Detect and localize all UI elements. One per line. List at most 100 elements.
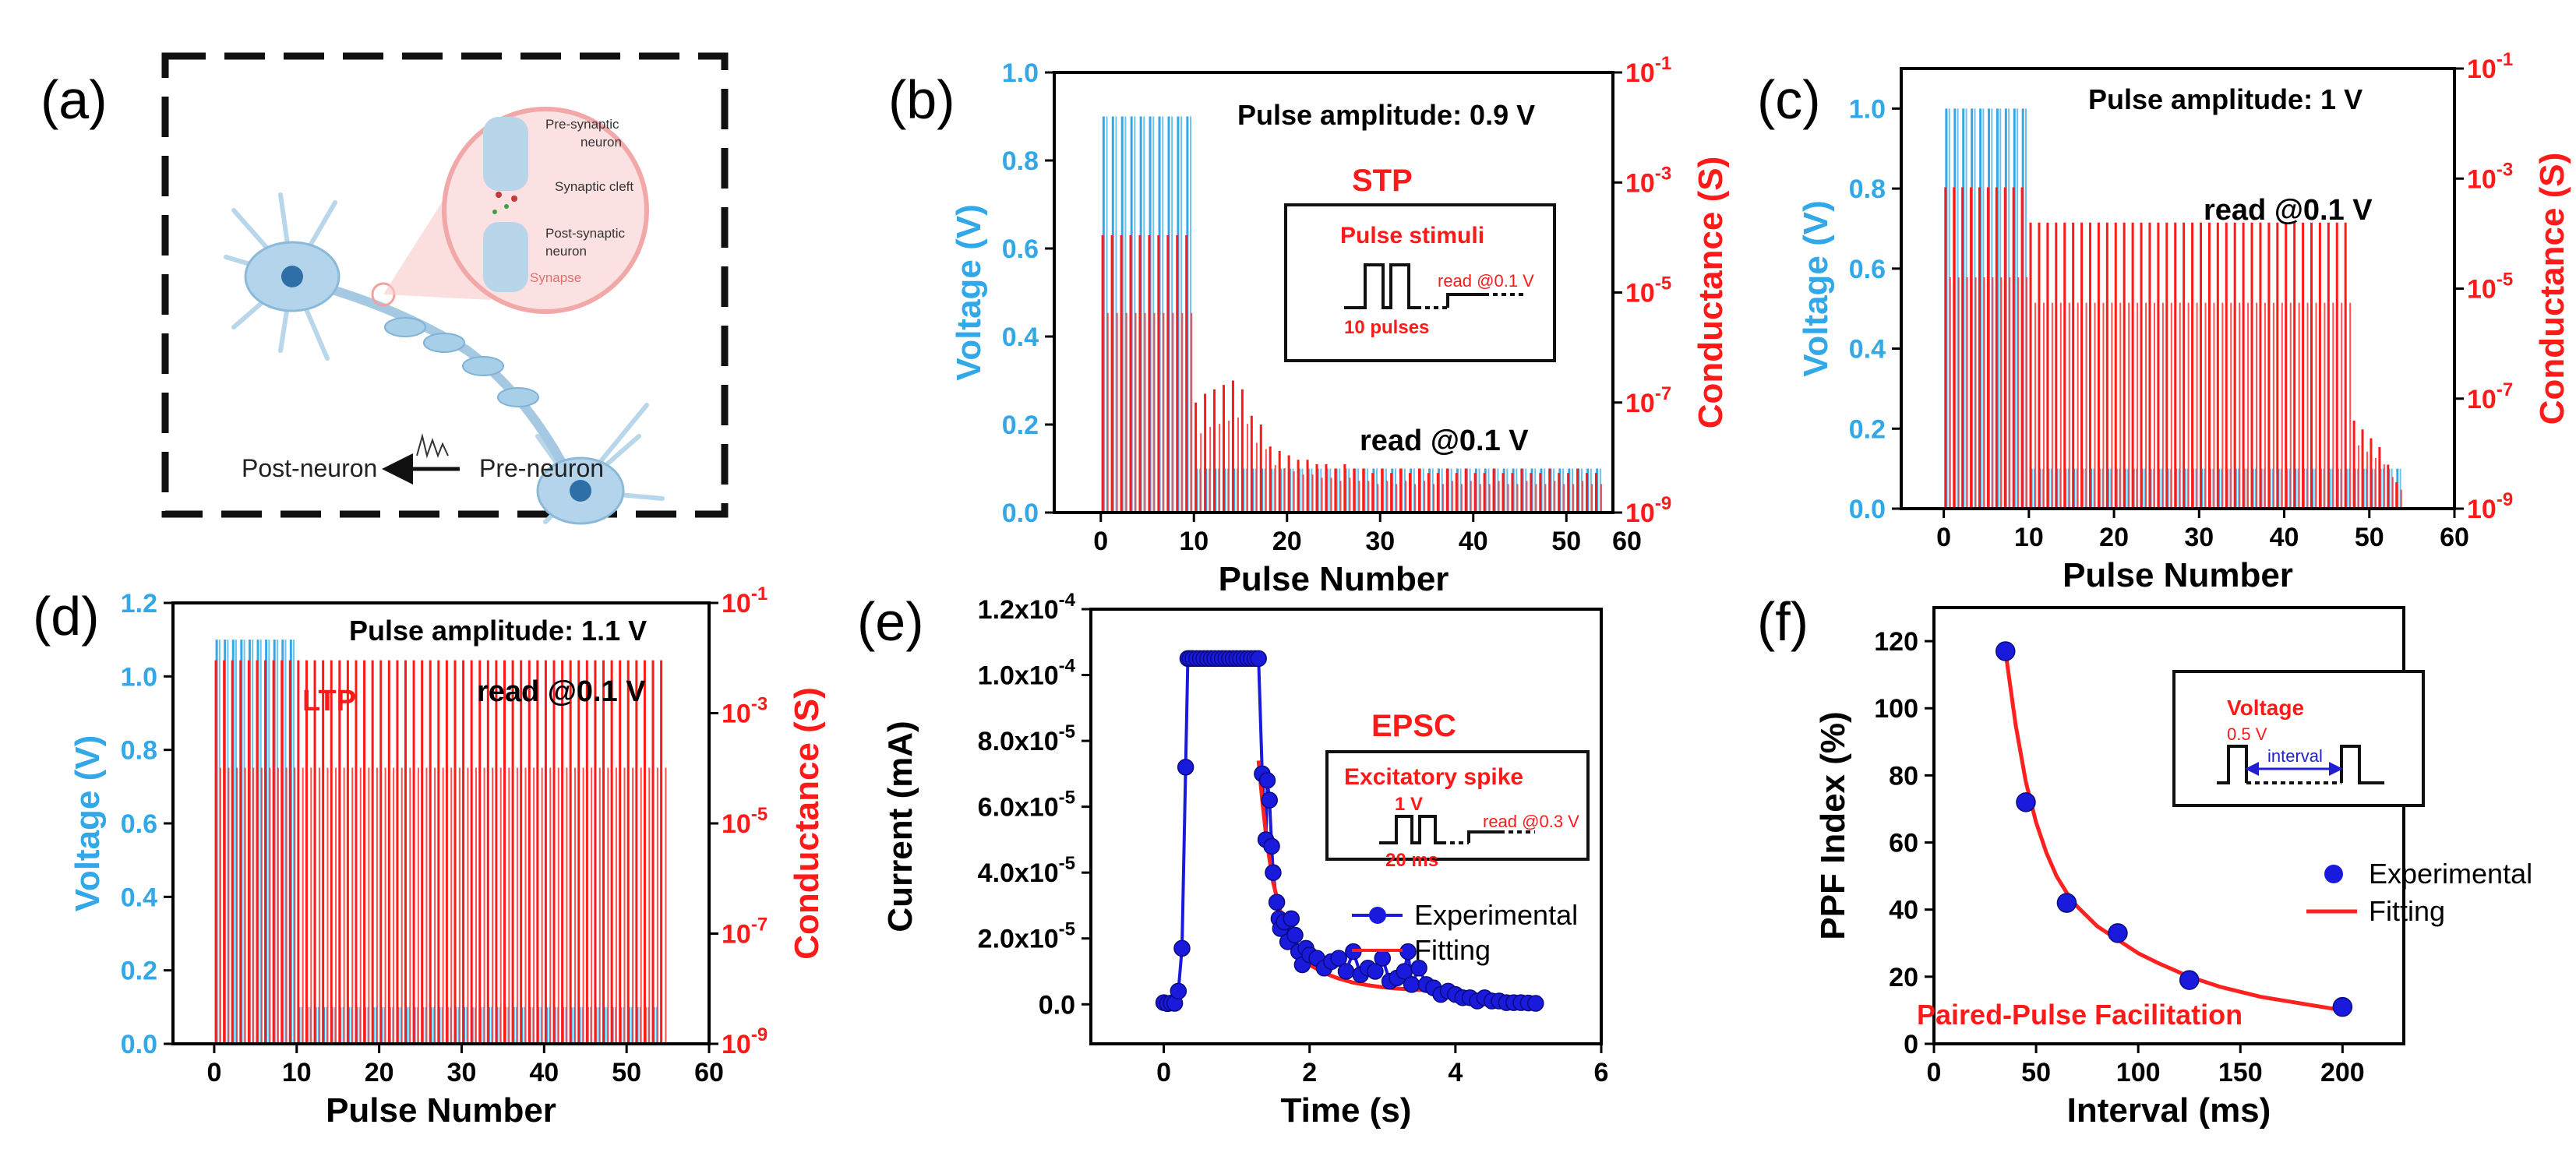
y-tick-label: 100 xyxy=(1874,694,1918,724)
y2-tick-label: 10-5 xyxy=(2467,270,2513,305)
inset-f-amp: 0.5 V xyxy=(2227,724,2267,744)
x-tick-label: 50 xyxy=(2021,1058,2051,1087)
pre-neuron-label: Pre-neuron xyxy=(479,454,604,482)
experimental-point xyxy=(1177,759,1194,776)
read-label-c: read @0.1 V xyxy=(2204,194,2373,227)
x-tick-label: 60 xyxy=(694,1058,724,1087)
inset-f-title: Voltage xyxy=(2227,696,2304,720)
x-tick-label: 40 xyxy=(529,1058,559,1087)
y-tick-label: 0.0 xyxy=(1002,499,1039,528)
x-tick-label: 2 xyxy=(1302,1058,1317,1087)
x-tick-label: 60 xyxy=(1612,527,1642,556)
read-label-b: read @0.1 V xyxy=(1360,425,1529,457)
x-tick-label: 50 xyxy=(2355,523,2384,552)
x-tick-label: 60 xyxy=(2440,523,2469,552)
y-tick-label: 1.2 xyxy=(121,589,157,619)
panel-label-e: (e) xyxy=(857,591,924,652)
y-tick-label: 40 xyxy=(1889,896,1918,925)
experimental-point xyxy=(1410,960,1427,977)
plot-b: 0 10 20 30 40 50 60 0.0 0.2 0.4 0.6 0.8 1.0 10-9 10-7 1… xyxy=(950,53,1730,598)
read-label-d: read @0.1 V xyxy=(477,675,646,708)
y-tick-label: 0 xyxy=(1904,1030,1918,1059)
y2-tick-label: 10-5 xyxy=(722,804,768,839)
inset-e-width: 20 ms xyxy=(1385,850,1438,871)
panel-c: (c) 0 10 20 30 40 50 60 0.0 0.2 0.4 0.6 0.8 1.0 10-9 1… xyxy=(1757,49,2571,594)
y-tick-label: 2.0x10-5 xyxy=(978,919,1075,954)
plot-e: 0 2 4 6 0.0 2.0x10-5 4.0x10-5 6.0x10-5 8.0x10-5 1… xyxy=(881,590,1608,1130)
legend-e-fitting: Fitting xyxy=(1414,934,1491,966)
y-tick-label: 0.0 xyxy=(1849,495,1886,524)
y2-tick-label: 10-7 xyxy=(1625,383,1671,418)
experimental-point xyxy=(1374,950,1392,967)
synapse-zoom: Pre-synaptic neuron Synaptic cleft Post-… xyxy=(442,107,649,314)
x-tick-label: 200 xyxy=(2320,1058,2365,1087)
y-axis-title: Voltage (V) xyxy=(1797,200,1835,377)
experimental-point xyxy=(2332,996,2353,1017)
y2-tick-label: 10-1 xyxy=(1625,53,1671,88)
zoom-text-6: Synapse xyxy=(530,270,581,285)
y-tick-label: 1.0 xyxy=(1002,58,1039,88)
experimental-point xyxy=(1261,791,1278,809)
plot-frame xyxy=(1089,608,1603,1045)
inset-b: Pulse stimuli read @0.1 V 10 pulses xyxy=(1284,203,1556,362)
y-axis-title: PPF Index (%) xyxy=(1814,711,1852,939)
inset-e-amp: 1 V xyxy=(1395,794,1423,815)
x-tick-label: 4 xyxy=(1448,1058,1463,1087)
x-axis-title: Pulse Number xyxy=(326,1091,556,1130)
x-tick-label: 40 xyxy=(1459,527,1488,556)
y2-tick-label: 10-3 xyxy=(722,694,768,729)
y2-tick-label: 10-5 xyxy=(1625,273,1671,308)
y-tick-label: 120 xyxy=(1874,627,1918,657)
y2-tick-label: 10-3 xyxy=(1625,163,1671,198)
x-tick-label: 0 xyxy=(1936,523,1951,552)
panel-e: (e) 0 2 4 6 0.0 2.0x10-5 4.0x10-5 6.0x10-5 8.0x1… xyxy=(857,590,1608,1130)
y2-axis-title: Conductance (S) xyxy=(788,687,826,960)
y-axis-title: Voltage (V) xyxy=(950,204,988,381)
experimental-point xyxy=(1337,963,1355,980)
plot-f: 0 50 100 150 200 0 20 40 60 80 100 120 Interval (ms)… xyxy=(1814,606,2405,1130)
x-tick-label: 20 xyxy=(1272,527,1302,556)
y2-tick-label: 10-3 xyxy=(2467,159,2513,194)
legend-f-fitting: Fitting xyxy=(2369,895,2445,927)
x-axis-title: Pulse Number xyxy=(1219,560,1449,598)
x-axis-title: Pulse Number xyxy=(2063,556,2293,594)
y-tick-label: 0.8 xyxy=(1002,146,1039,176)
experimental-point xyxy=(1173,939,1191,957)
x-tick-label: 50 xyxy=(612,1058,641,1087)
inset-e: Excitatory spike 1 V read @0.3 V 20 ms xyxy=(1325,750,1590,871)
y-tick-label: 1.0 xyxy=(121,662,157,692)
experimental-point xyxy=(1170,982,1187,1000)
panel-b: (b) 0 10 20 30 40 50 60 0.0 0.2 0.4 0.6 0.8 1.0 10-9 1… xyxy=(888,53,1730,598)
inset-e-read: read @0.3 V xyxy=(1483,812,1579,831)
panel-a: (a) Pre-synaptic xyxy=(41,52,729,525)
zoom-text-3: Synaptic cleft xyxy=(555,179,633,194)
x-tick-label: 0 xyxy=(206,1058,221,1087)
inset-b-count: 10 pulses xyxy=(1344,317,1429,338)
x-tick-label: 30 xyxy=(1365,527,1395,556)
legend-e-marker xyxy=(1369,907,1386,924)
x-tick-label: 0 xyxy=(1927,1058,1942,1087)
legend-e: Experimental Fitting xyxy=(1352,899,1578,966)
experimental-point xyxy=(1265,864,1282,881)
zoom-text-1: Pre-synaptic xyxy=(545,117,619,132)
inset-f-interval: interval xyxy=(2267,746,2323,766)
y-tick-label: 0.4 xyxy=(1002,322,1039,352)
stp-label: STP xyxy=(1352,164,1413,198)
y-axis-title: Voltage (V) xyxy=(69,735,107,912)
x-tick-label: 20 xyxy=(2099,523,2129,552)
conductance-series xyxy=(1101,235,1603,513)
x-tick-label: 40 xyxy=(2270,523,2299,552)
panel-label-f: (f) xyxy=(1757,591,1808,652)
y-tick-label: 0.4 xyxy=(121,883,157,912)
x-tick-label: 30 xyxy=(2184,523,2214,552)
y2-tick-label: 10-7 xyxy=(2467,379,2513,414)
legend-f-experimental: Experimental xyxy=(2369,858,2532,890)
experimental-point xyxy=(2016,792,2036,812)
y2-tick-label: 10-9 xyxy=(2467,489,2513,524)
experimental-point xyxy=(1286,926,1304,944)
title-c: Pulse amplitude: 1 V xyxy=(2088,83,2363,115)
conductance-series xyxy=(1944,187,2402,509)
y-tick-label: 0.2 xyxy=(1002,411,1039,440)
y2-tick-label: 10-9 xyxy=(1625,493,1671,528)
